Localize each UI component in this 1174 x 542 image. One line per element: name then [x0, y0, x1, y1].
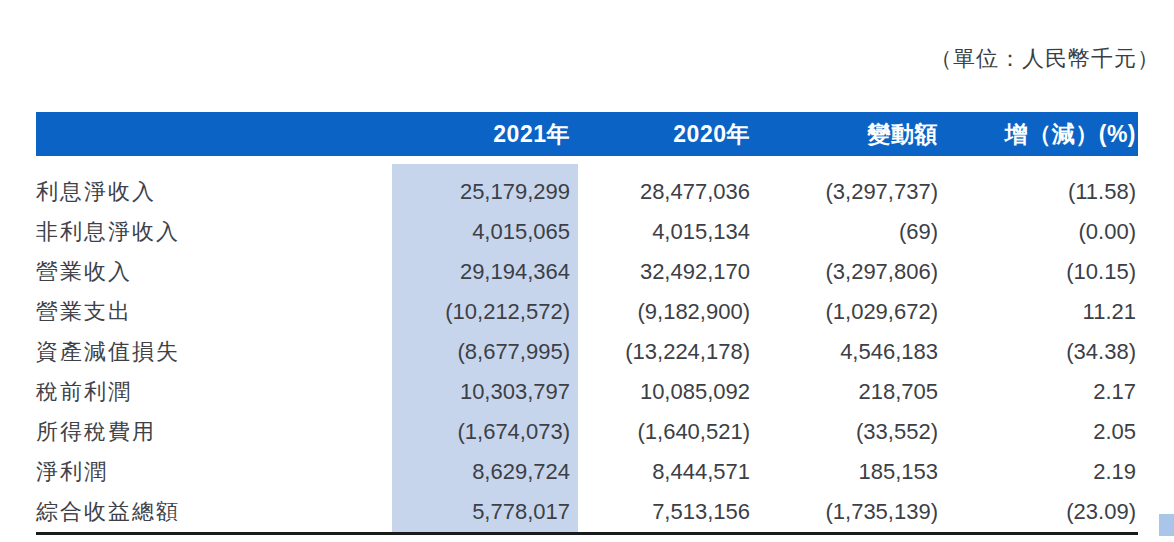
cell-2020-value: 8,444,571: [578, 452, 758, 492]
financial-table: 2021年 2020年 變動額 增（減）(%) 利息淨收入 25,179,299…: [36, 112, 1138, 535]
report-page: （單位：人民幣千元） 2021年 2020年 變動額 增（減）(%) 利息淨收入…: [0, 0, 1174, 542]
unit-note: （單位：人民幣千元）: [930, 44, 1160, 74]
cell-pct-value: 2.05: [946, 412, 1138, 452]
row-label: 營業收入: [36, 252, 392, 292]
cell-2020-value: 28,477,036: [578, 164, 758, 212]
cell-2020-value: 7,513,156: [578, 492, 758, 532]
cell-2020-value: 10,085,092: [578, 372, 758, 412]
cell-2021-value: 10,303,797: [392, 372, 578, 412]
header-cell-change: 變動額: [758, 112, 946, 156]
cell-change-value: 4,546,183: [758, 332, 946, 372]
cell-2020-value: 32,492,170: [578, 252, 758, 292]
cell-change-value: 185,153: [758, 452, 946, 492]
cell-pct-value: (34.38): [946, 332, 1138, 372]
table-row: 稅前利潤 10,303,797 10,085,092 218,705 2.17: [36, 372, 1138, 412]
row-label: 淨利潤: [36, 452, 392, 492]
header-spacer: [36, 156, 1138, 164]
row-label: 非利息淨收入: [36, 212, 392, 252]
header-cell-label: [36, 112, 392, 156]
cell-change-value: (3,297,806): [758, 252, 946, 292]
cell-2020-value: (13,224,178): [578, 332, 758, 372]
table-row: 利息淨收入 25,179,299 28,477,036 (3,297,737) …: [36, 164, 1138, 212]
cell-pct-value: (11.58): [946, 164, 1138, 212]
table-row: 營業支出 (10,212,572) (9,182,900) (1,029,672…: [36, 292, 1138, 332]
cell-2020-value: (9,182,900): [578, 292, 758, 332]
table-row: 綜合收益總額 5,778,017 7,513,156 (1,735,139) (…: [36, 492, 1138, 532]
cell-pct-value: (23.09): [946, 492, 1138, 532]
cell-2021-value: 29,194,364: [392, 252, 578, 292]
cell-2021-value: (8,677,995): [392, 332, 578, 372]
table-header-row: 2021年 2020年 變動額 增（減）(%): [36, 112, 1138, 156]
cell-change-value: (69): [758, 212, 946, 252]
header-cell-2020: 2020年: [578, 112, 758, 156]
row-label: 資產減值損失: [36, 332, 392, 372]
cell-2021-value: 5,778,017: [392, 492, 578, 532]
table-row: 所得稅費用 (1,674,073) (1,640,521) (33,552) 2…: [36, 412, 1138, 452]
cell-change-value: 218,705: [758, 372, 946, 412]
row-label: 利息淨收入: [36, 164, 392, 212]
cell-2021-value: (1,674,073): [392, 412, 578, 452]
cell-2020-value: 4,015,134: [578, 212, 758, 252]
page-corner-artifact: [1159, 514, 1174, 536]
cell-change-value: (33,552): [758, 412, 946, 452]
cell-2021-value: 8,629,724: [392, 452, 578, 492]
table-body: 利息淨收入 25,179,299 28,477,036 (3,297,737) …: [36, 164, 1138, 532]
cell-pct-value: (0.00): [946, 212, 1138, 252]
header-cell-2021: 2021年: [392, 112, 578, 156]
cell-2021-value: 25,179,299: [392, 164, 578, 212]
cell-2020-value: (1,640,521): [578, 412, 758, 452]
cell-pct-value: (10.15): [946, 252, 1138, 292]
header-cell-pct: 增（減）(%): [946, 112, 1138, 156]
table-bottom-rule: [36, 532, 1138, 535]
row-label: 綜合收益總額: [36, 492, 392, 532]
row-label: 稅前利潤: [36, 372, 392, 412]
row-label: 營業支出: [36, 292, 392, 332]
cell-2021-value: 4,015,065: [392, 212, 578, 252]
cell-pct-value: 2.17: [946, 372, 1138, 412]
cell-change-value: (1,029,672): [758, 292, 946, 332]
table-row: 非利息淨收入 4,015,065 4,015,134 (69) (0.00): [36, 212, 1138, 252]
table-row: 資產減值損失 (8,677,995) (13,224,178) 4,546,18…: [36, 332, 1138, 372]
row-label: 所得稅費用: [36, 412, 392, 452]
cell-pct-value: 2.19: [946, 452, 1138, 492]
cell-change-value: (3,297,737): [758, 164, 946, 212]
cell-pct-value: 11.21: [946, 292, 1138, 332]
table-row: 營業收入 29,194,364 32,492,170 (3,297,806) (…: [36, 252, 1138, 292]
cell-2021-value: (10,212,572): [392, 292, 578, 332]
cell-change-value: (1,735,139): [758, 492, 946, 532]
table-row: 淨利潤 8,629,724 8,444,571 185,153 2.19: [36, 452, 1138, 492]
